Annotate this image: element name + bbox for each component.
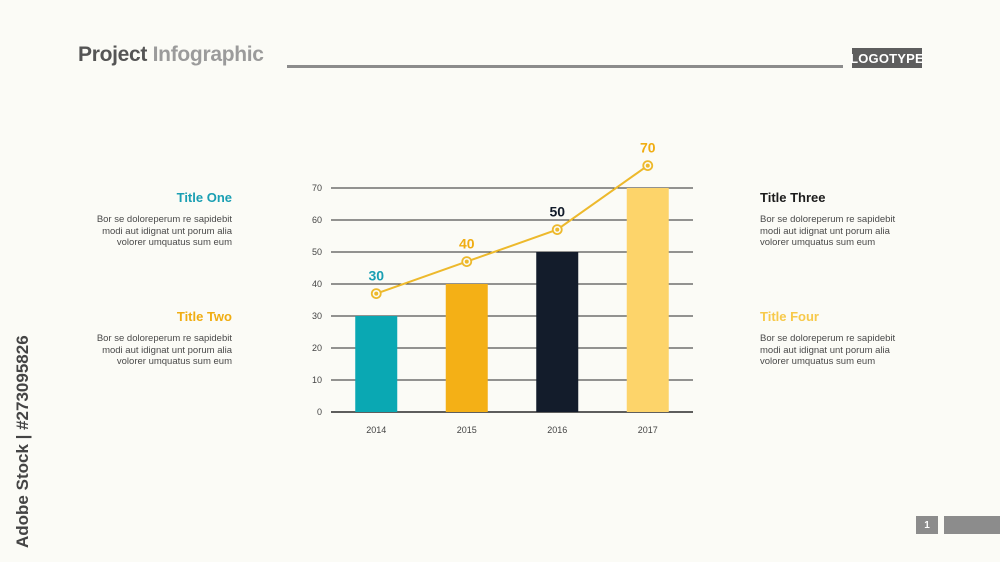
block-title: Title One xyxy=(176,190,232,205)
block-body-line: volorer umquatus sum eum xyxy=(760,237,876,248)
bar xyxy=(355,316,398,412)
y-tick-label: 10 xyxy=(312,375,322,385)
y-tick-label: 60 xyxy=(312,215,322,225)
data-label: 30 xyxy=(368,268,384,284)
y-tick-label: 30 xyxy=(312,311,322,321)
trend-point-center xyxy=(645,163,650,168)
block-title: Title Four xyxy=(760,309,819,324)
y-tick-label: 70 xyxy=(312,183,322,193)
block-title: Title Two xyxy=(176,309,232,324)
x-tick-label: 2017 xyxy=(638,425,658,435)
header-divider xyxy=(287,65,843,68)
block-body-line: modi aut idignat unt porum alia xyxy=(760,225,890,237)
block-body-line: Bor se doloreperum re sapidebit xyxy=(760,214,896,225)
trend-line xyxy=(375,164,649,295)
y-tick-label: 40 xyxy=(312,279,322,289)
block-title-one: Title One Bor se doloreperum re sapidebi… xyxy=(82,190,232,249)
bar xyxy=(445,284,488,412)
block-body: Bor se doloreperum re sapidebit modi aut… xyxy=(760,214,910,249)
block-body-line: Bor se doloreperum re sapidebit xyxy=(96,333,232,344)
x-tick-label: 2015 xyxy=(457,425,477,435)
block-body-line: volorer umquatus sum eum xyxy=(116,356,232,367)
trend-point-center xyxy=(374,291,379,296)
block-body: Bor se doloreperum re sapidebit modi aut… xyxy=(760,333,910,368)
y-tick-label: 20 xyxy=(312,343,322,353)
block-body-line: Bor se doloreperum re sapidebit xyxy=(760,333,896,344)
page-bar xyxy=(944,516,1000,534)
bar xyxy=(536,252,579,412)
data-label: 40 xyxy=(459,236,475,252)
x-tick-label: 2016 xyxy=(547,425,567,435)
bar xyxy=(626,188,669,412)
trend-point-center xyxy=(555,227,560,232)
block-body-line: volorer umquatus sum eum xyxy=(116,237,232,248)
block-body-line: modi aut idignat unt porum alia xyxy=(102,225,232,237)
data-label: 50 xyxy=(549,204,565,220)
block-body-line: modi aut idignat unt porum alia xyxy=(102,344,232,356)
block-title-two: Title Two Bor se doloreperum re sapidebi… xyxy=(82,309,232,368)
block-title-three: Title Three Bor se doloreperum re sapide… xyxy=(760,190,910,249)
block-body-line: Bor se doloreperum re sapidebit xyxy=(96,214,232,225)
block-title-four: Title Four Bor se doloreperum re sapideb… xyxy=(760,309,910,368)
header-title-infographic: Infographic xyxy=(152,43,264,66)
block-title: Title Three xyxy=(760,190,826,205)
y-tick-label: 50 xyxy=(312,247,322,257)
header-title: Project Infographic xyxy=(78,43,264,67)
block-body-line: volorer umquatus sum eum xyxy=(760,356,876,367)
header-title-project: Project xyxy=(78,43,148,66)
x-tick-label: 2014 xyxy=(366,425,386,435)
watermark: Adobe Stock | #273095826 xyxy=(13,335,32,548)
block-body: Bor se doloreperum re sapidebit modi aut… xyxy=(82,333,232,368)
block-body-line: modi aut idignat unt porum alia xyxy=(760,344,890,356)
trend-point-center xyxy=(464,259,469,264)
y-tick-label: 0 xyxy=(317,407,322,417)
block-body: Bor se doloreperum re sapidebit modi aut… xyxy=(82,214,232,249)
page-number: 1 xyxy=(916,516,938,534)
data-label: 70 xyxy=(640,140,656,156)
logo: LOGOTYPE xyxy=(850,48,924,68)
